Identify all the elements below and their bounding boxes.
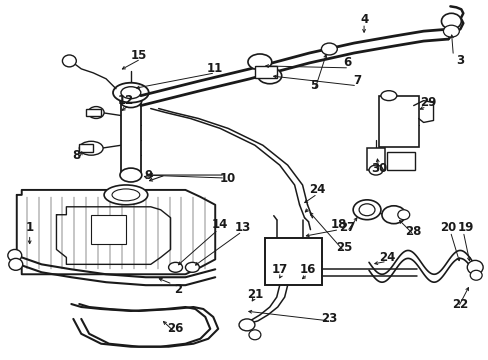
Polygon shape bbox=[447, 16, 462, 39]
Text: 21: 21 bbox=[246, 288, 263, 301]
Text: 25: 25 bbox=[335, 241, 352, 254]
Ellipse shape bbox=[248, 330, 260, 340]
Polygon shape bbox=[413, 100, 433, 122]
Text: 22: 22 bbox=[451, 297, 468, 311]
Ellipse shape bbox=[113, 83, 148, 103]
Text: 29: 29 bbox=[420, 96, 436, 109]
Ellipse shape bbox=[247, 54, 271, 70]
Text: 24: 24 bbox=[308, 184, 325, 197]
Polygon shape bbox=[447, 6, 462, 29]
Bar bbox=[254, 66, 276, 78]
Text: 4: 4 bbox=[359, 13, 367, 26]
Ellipse shape bbox=[380, 91, 396, 100]
Text: 13: 13 bbox=[234, 221, 251, 234]
Ellipse shape bbox=[239, 319, 254, 331]
Bar bbox=[91, 215, 126, 244]
Ellipse shape bbox=[257, 68, 281, 84]
Text: 2: 2 bbox=[174, 283, 182, 296]
Ellipse shape bbox=[168, 262, 182, 272]
Text: 23: 23 bbox=[321, 312, 337, 325]
Text: 5: 5 bbox=[310, 79, 318, 92]
Text: 6: 6 bbox=[343, 57, 350, 69]
Bar bbox=[366, 148, 384, 170]
Text: 27: 27 bbox=[338, 221, 355, 234]
Bar bbox=[378, 96, 418, 147]
Ellipse shape bbox=[397, 210, 409, 220]
Ellipse shape bbox=[358, 204, 374, 216]
Text: 7: 7 bbox=[352, 74, 361, 87]
Ellipse shape bbox=[352, 200, 380, 220]
Text: 20: 20 bbox=[439, 221, 456, 234]
Text: 9: 9 bbox=[144, 168, 153, 181]
Text: 3: 3 bbox=[455, 54, 464, 67]
Ellipse shape bbox=[88, 107, 104, 118]
Text: 15: 15 bbox=[130, 49, 147, 63]
Text: 24: 24 bbox=[378, 251, 394, 264]
Text: 28: 28 bbox=[405, 225, 421, 238]
Ellipse shape bbox=[469, 270, 481, 280]
Bar bbox=[264, 238, 322, 285]
Text: 19: 19 bbox=[457, 221, 473, 234]
Ellipse shape bbox=[467, 260, 482, 274]
Polygon shape bbox=[56, 207, 170, 264]
Ellipse shape bbox=[121, 87, 141, 99]
Bar bbox=[86, 109, 101, 117]
Text: 8: 8 bbox=[72, 149, 80, 162]
Ellipse shape bbox=[441, 13, 460, 29]
Ellipse shape bbox=[79, 141, 103, 155]
Ellipse shape bbox=[120, 168, 142, 182]
Bar bbox=[386, 152, 414, 170]
Ellipse shape bbox=[8, 249, 21, 261]
Text: 11: 11 bbox=[207, 62, 223, 75]
Text: 16: 16 bbox=[299, 263, 315, 276]
Ellipse shape bbox=[62, 55, 76, 67]
Text: 10: 10 bbox=[220, 171, 236, 185]
Ellipse shape bbox=[112, 189, 140, 201]
Text: 17: 17 bbox=[271, 263, 287, 276]
Bar bbox=[121, 100, 141, 175]
Text: 12: 12 bbox=[118, 94, 134, 107]
Ellipse shape bbox=[9, 258, 22, 270]
Ellipse shape bbox=[104, 185, 147, 205]
Text: 26: 26 bbox=[167, 322, 183, 336]
Ellipse shape bbox=[120, 94, 142, 108]
Ellipse shape bbox=[185, 262, 199, 272]
Bar bbox=[79, 144, 93, 152]
Ellipse shape bbox=[381, 206, 405, 224]
Ellipse shape bbox=[443, 25, 458, 37]
Text: 1: 1 bbox=[25, 221, 34, 234]
Ellipse shape bbox=[368, 165, 382, 175]
Text: 14: 14 bbox=[212, 218, 228, 231]
Polygon shape bbox=[17, 190, 215, 274]
Ellipse shape bbox=[321, 43, 337, 55]
Text: 18: 18 bbox=[330, 218, 347, 231]
Text: 30: 30 bbox=[370, 162, 386, 175]
